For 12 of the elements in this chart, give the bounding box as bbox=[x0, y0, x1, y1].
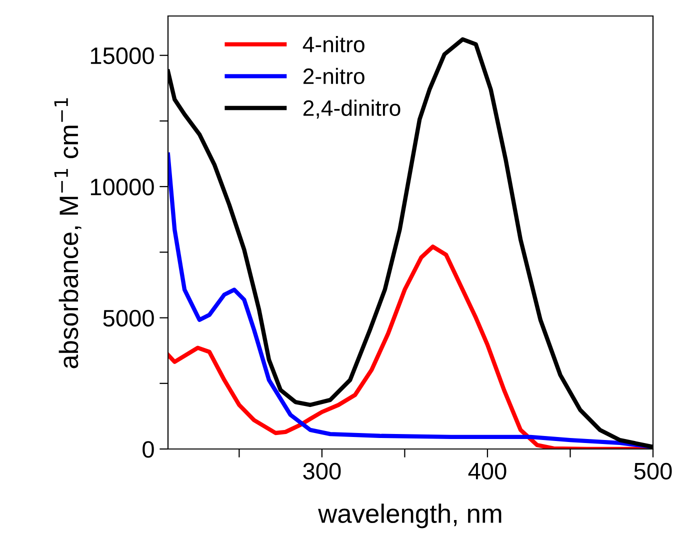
y-tick-label: 15000 bbox=[90, 47, 154, 64]
y-tick-label: 5000 bbox=[103, 310, 154, 327]
y-tick-label: 10000 bbox=[90, 178, 154, 196]
x-tick-label: 300 bbox=[303, 462, 341, 480]
y-tick-label: 0 bbox=[142, 441, 154, 458]
y-axis-title: absorbance, M$^{−1}$ cm$^{−1}$ bbox=[54, 98, 82, 368]
x-tick-label: 400 bbox=[468, 462, 506, 480]
legend-label: 2-nitro bbox=[303, 68, 364, 84]
x-tick-label: 500 bbox=[634, 462, 672, 480]
x-axis-title: wavelength, nm bbox=[318, 504, 502, 528]
legend-label: 4-nitro bbox=[302, 36, 364, 52]
legend-label: 2,4-dinitro bbox=[303, 100, 400, 119]
